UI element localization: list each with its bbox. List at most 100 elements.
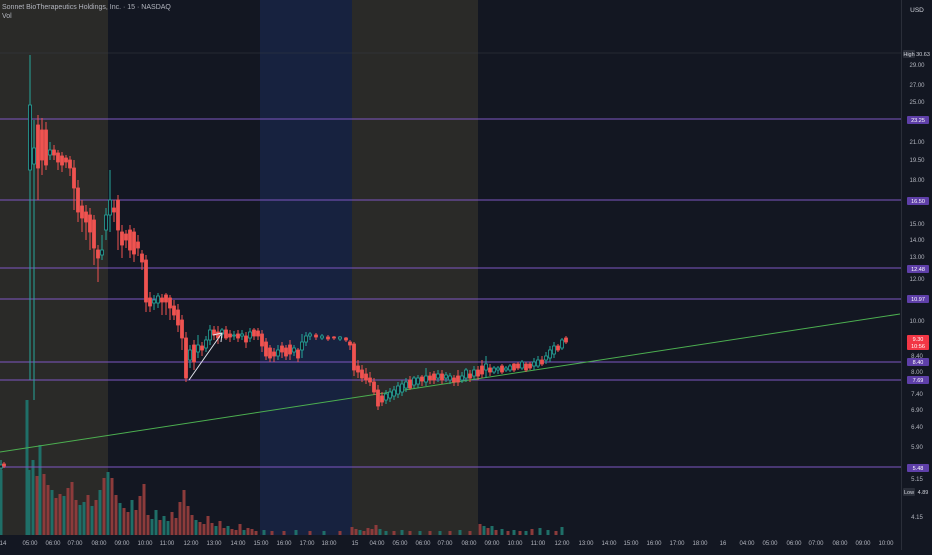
price-tick-label: 14.00 xyxy=(909,238,925,244)
time-tick-label: 11:00 xyxy=(531,541,546,547)
candle-body xyxy=(56,152,60,163)
candle-body xyxy=(520,361,524,369)
candle-body xyxy=(508,365,512,371)
candle-body xyxy=(400,383,404,393)
candle-body xyxy=(188,349,192,361)
currency-label[interactable]: USD xyxy=(910,7,924,14)
candlesticks xyxy=(0,55,568,470)
candle-body xyxy=(552,345,556,355)
candle-body xyxy=(260,333,264,347)
time-tick-label: 16 xyxy=(720,541,727,547)
time-tick-label: 16:00 xyxy=(276,541,292,547)
volume-bar xyxy=(178,502,182,535)
candle-body xyxy=(392,389,396,397)
price-tick-label: 6.90 xyxy=(911,408,923,414)
volume-bar xyxy=(392,531,396,535)
candle-body xyxy=(100,249,104,256)
volume-bar xyxy=(458,530,462,535)
price-marker-label: 10.97 xyxy=(911,297,925,303)
price-marker-label: 9.30 xyxy=(913,337,924,343)
candle-body xyxy=(128,229,132,251)
time-tick-label: 17:00 xyxy=(669,541,685,547)
candle-body xyxy=(120,231,124,246)
time-tick-label: 15:00 xyxy=(623,541,639,547)
arrow-drawing[interactable] xyxy=(188,332,223,381)
candle-body xyxy=(112,207,116,213)
volume-bar xyxy=(350,527,354,535)
volume-bar xyxy=(122,508,126,535)
candle-body xyxy=(276,349,280,357)
candle-body xyxy=(180,319,184,339)
candle-body xyxy=(408,379,412,389)
time-tick-label: 08:00 xyxy=(91,541,107,547)
candle-body xyxy=(200,345,204,351)
candle-body xyxy=(140,253,144,263)
time-tick-label: 18:00 xyxy=(321,541,337,547)
candle-body xyxy=(236,333,240,339)
time-tick-label: 18:00 xyxy=(692,541,708,547)
price-tick-label: 5.15 xyxy=(911,477,923,483)
candle-body xyxy=(338,336,342,340)
candle-body xyxy=(444,374,448,379)
price-marker-bg xyxy=(907,358,929,366)
price-axis[interactable]: USD 29.00 27.00 25.00 21.00 19.50 18.00 15.00 14… xyxy=(901,0,932,550)
volume-bar xyxy=(374,525,378,535)
candle-body xyxy=(72,167,76,189)
candle-body xyxy=(544,355,548,361)
volume-bar xyxy=(182,490,186,535)
candle-body xyxy=(376,389,380,407)
time-tick-label: 11:00 xyxy=(160,541,175,547)
price-marker-bg xyxy=(907,376,929,384)
candle-body xyxy=(440,373,444,381)
volume-bar xyxy=(370,529,374,535)
candle-body xyxy=(104,214,108,231)
candle-body xyxy=(248,331,252,339)
price-marker-bg xyxy=(907,265,929,273)
volume-bar xyxy=(354,529,358,535)
volume-bar xyxy=(130,500,134,535)
candle-body xyxy=(308,333,312,337)
candle-body xyxy=(88,214,92,233)
candle-body xyxy=(144,259,148,303)
time-tick-label: 06:00 xyxy=(786,541,802,547)
time-tick-label: 09:00 xyxy=(484,541,500,547)
candle-body xyxy=(352,343,356,371)
price-tick-label: 5.90 xyxy=(911,445,923,451)
candle-body xyxy=(548,349,552,359)
volume-bar xyxy=(250,529,254,535)
candle-body xyxy=(44,129,48,166)
candle-body xyxy=(524,363,528,371)
candle-body xyxy=(472,369,476,377)
candle-body xyxy=(296,349,300,359)
candle-body xyxy=(540,359,544,365)
candle-body xyxy=(168,297,172,309)
volume-bar xyxy=(210,523,214,535)
volume-bar xyxy=(46,485,50,535)
candle-body xyxy=(284,347,288,357)
price-marker-bg xyxy=(907,116,929,124)
volume-bar xyxy=(82,502,86,535)
candle-body xyxy=(96,249,100,259)
candle-body xyxy=(160,297,164,303)
time-axis-bg xyxy=(0,535,902,550)
time-tick-label: 16:00 xyxy=(646,541,662,547)
volume-bar xyxy=(194,520,198,535)
volume-bar xyxy=(308,531,312,535)
candle-body xyxy=(204,339,208,349)
volume-bar xyxy=(560,527,564,535)
time-tick-label: 12:00 xyxy=(554,541,570,547)
candle-body xyxy=(468,373,472,379)
price-marker-label: High xyxy=(903,52,914,58)
price-marker-bg xyxy=(907,464,929,472)
candle-body xyxy=(244,335,248,343)
price-marker-bg xyxy=(907,197,929,205)
price-tick-label: 10.00 xyxy=(909,319,925,325)
candle-body xyxy=(456,375,460,383)
volume-bar xyxy=(190,515,194,535)
volume-bar xyxy=(74,500,78,535)
price-tick-label: 13.00 xyxy=(909,255,925,261)
candle-body xyxy=(532,361,536,367)
time-tick-label: 15:00 xyxy=(253,541,269,547)
